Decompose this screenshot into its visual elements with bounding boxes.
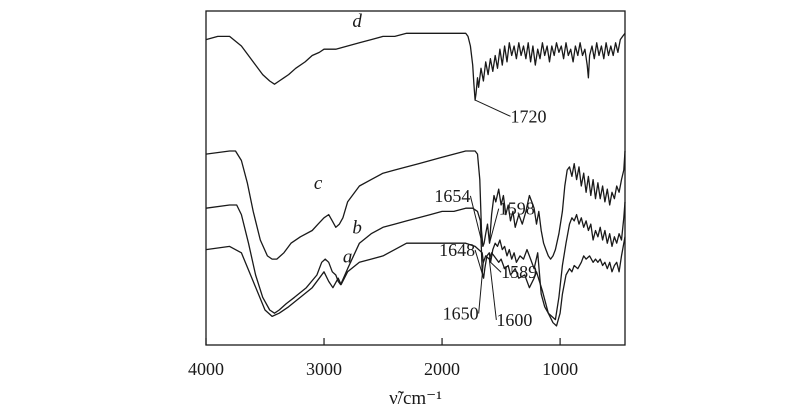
x-axis-ticks: [205, 338, 561, 345]
series-line-c: [205, 150, 626, 260]
peak-label-1598: 1598: [499, 199, 535, 219]
peak-label-1650: 1650: [443, 304, 479, 324]
curve-label-a: a: [343, 246, 353, 267]
leader-line-1720: [474, 99, 511, 117]
x-tick-label-4000: 4000: [188, 359, 224, 379]
curve-label-b: b: [352, 218, 362, 239]
peak-label-1720: 1720: [511, 106, 547, 126]
curve-labels: ab c d: [314, 11, 362, 267]
curve-label-d: d: [352, 11, 362, 32]
leader-line-1600: [488, 259, 497, 320]
x-axis-label: ν̃/cm⁻¹: [389, 388, 442, 409]
x-axis-tick-labels: 4000 3000 2000 1000: [188, 359, 578, 379]
leader-line-1589: [490, 261, 502, 273]
peak-label-1589: 1589: [501, 262, 537, 282]
series-line-a: [205, 236, 626, 327]
x-tick-label-3000: 3000: [306, 359, 342, 379]
series-line-d: [205, 32, 626, 101]
peak-annotations: 1720 1654 1598 1648 1589 1650 1600: [434, 99, 547, 330]
plot-frame: [205, 10, 626, 346]
peak-label-1600: 1600: [496, 310, 532, 330]
peak-label-1648: 1648: [439, 240, 475, 260]
leader-line-1654: [469, 195, 484, 247]
series-line-b: [205, 201, 626, 321]
curve-label-c: c: [314, 173, 323, 194]
x-tick-label-1000: 1000: [542, 359, 578, 379]
leader-line-1598: [489, 208, 500, 244]
x-tick-label-2000: 2000: [424, 359, 460, 379]
leader-line-1650: [478, 262, 484, 314]
peak-label-1654: 1654: [434, 186, 470, 206]
spectra-lines: [205, 32, 626, 327]
